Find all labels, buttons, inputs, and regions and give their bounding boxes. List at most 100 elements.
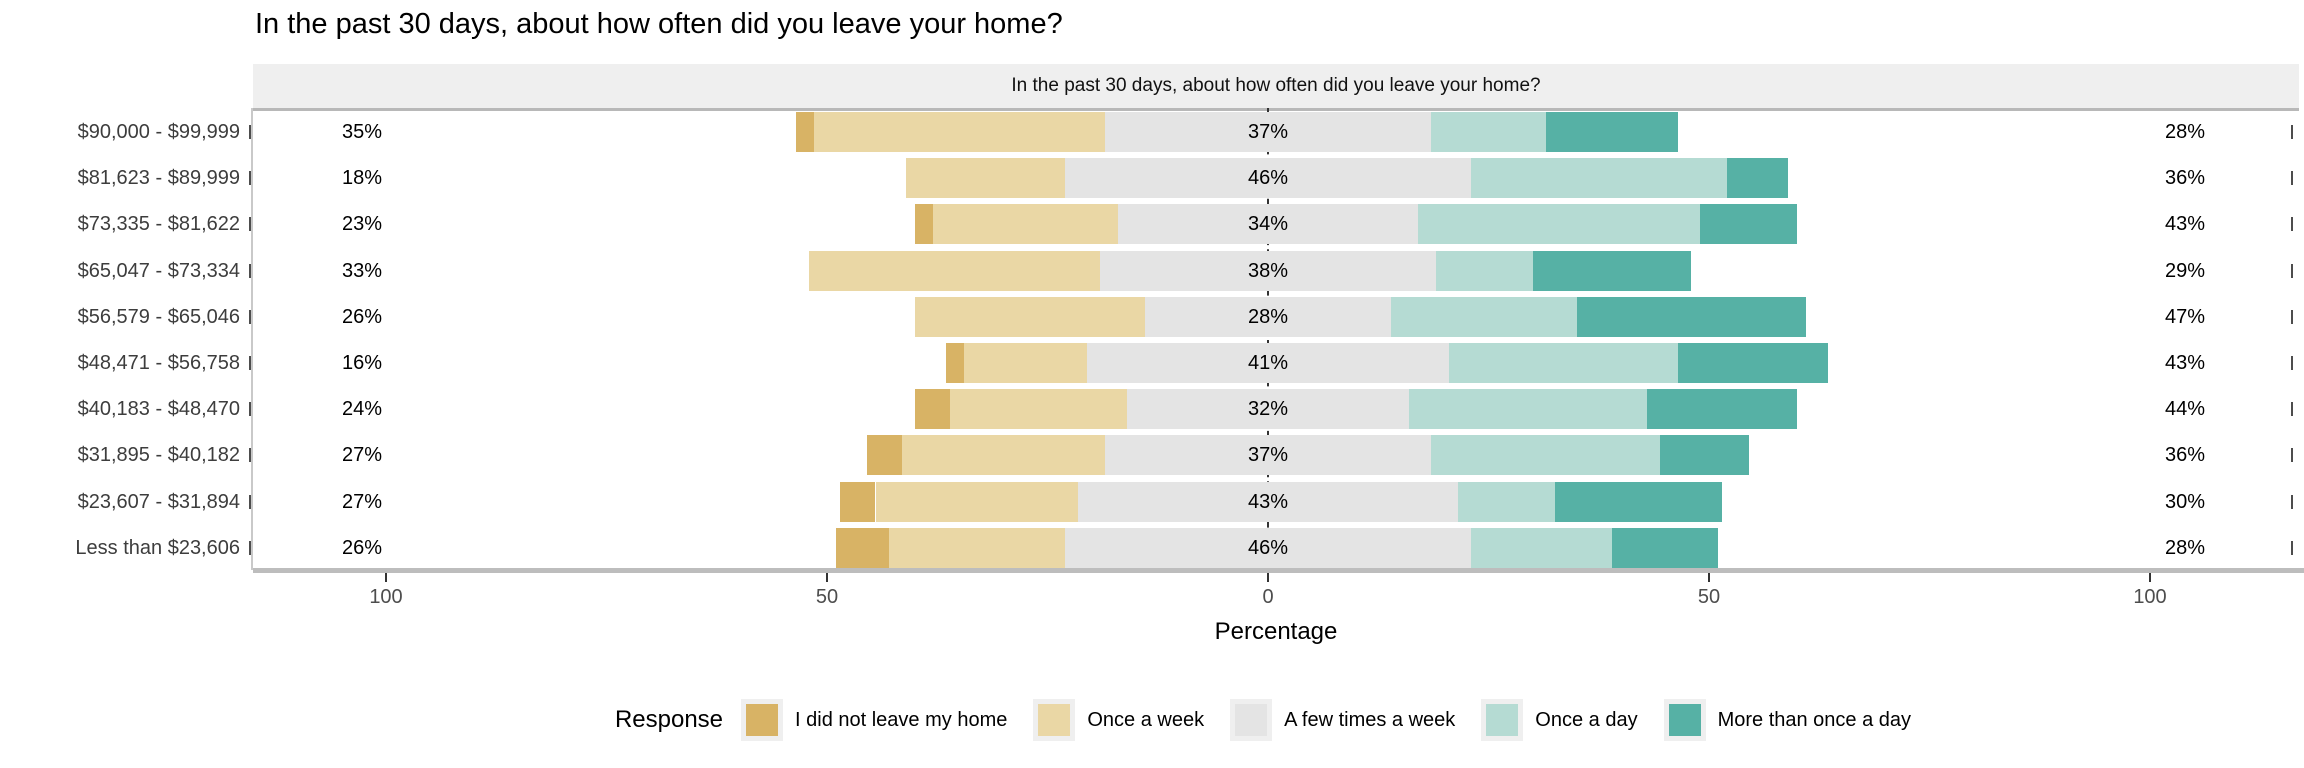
y-axis-tick-right xyxy=(2291,263,2293,278)
y-axis-line xyxy=(251,108,253,570)
x-axis-tick-label: 100 xyxy=(369,586,403,608)
x-axis-tick xyxy=(1267,573,1269,582)
y-axis-tick-right xyxy=(2291,217,2293,232)
legend-swatch xyxy=(1486,704,1519,736)
right-percent-label: 30% xyxy=(2164,490,2206,513)
bar-segment xyxy=(1431,112,1546,152)
y-axis-tick-left xyxy=(249,309,251,324)
legend-swatch xyxy=(746,704,779,736)
bar-segment xyxy=(1431,435,1661,476)
legend-item: Once a week xyxy=(1033,699,1204,741)
bar-segment xyxy=(1576,296,1806,337)
y-axis-label: $56,579 - $65,046 xyxy=(77,305,240,328)
center-percent-label: 32% xyxy=(1247,398,1289,421)
bar-segment xyxy=(1660,435,1749,476)
right-percent-label: 29% xyxy=(2164,259,2206,282)
left-percent-label: 26% xyxy=(341,536,383,559)
y-axis-tick-right xyxy=(2291,494,2293,509)
bar-segment xyxy=(963,343,1088,383)
y-axis-tick-left xyxy=(249,356,251,370)
bar-segment xyxy=(906,158,1066,199)
legend-key xyxy=(741,699,784,741)
y-axis-tick-right xyxy=(2291,125,2293,139)
y-axis-tick-right xyxy=(2291,402,2293,417)
center-percent-label: 34% xyxy=(1247,213,1289,236)
bar-segment xyxy=(866,435,902,476)
left-percent-label: 26% xyxy=(341,305,383,328)
bar-segment xyxy=(950,389,1127,430)
bar-segment xyxy=(1065,527,1471,568)
bar-segment xyxy=(901,435,1105,476)
legend-key xyxy=(1033,699,1076,741)
x-axis-title: Percentage xyxy=(1214,618,1338,645)
left-percent-label: 23% xyxy=(341,213,383,236)
bar-segment xyxy=(1391,296,1577,337)
legend-label: A few times a week xyxy=(1284,708,1456,731)
bar-segment xyxy=(915,204,933,245)
y-axis-label: Less than $23,606 xyxy=(75,536,240,559)
legend-item: More than once a day xyxy=(1663,699,1912,741)
y-axis-tick-left xyxy=(249,402,251,417)
x-axis-tick-label: 100 xyxy=(2133,586,2167,608)
x-axis-tick-label: 0 xyxy=(1262,586,1274,608)
facet-strip-title: In the past 30 days, about how often did… xyxy=(1011,75,1541,96)
bar-segment xyxy=(915,296,1145,337)
y-axis-label: $73,335 - $81,622 xyxy=(77,213,240,236)
legend-title: Response xyxy=(614,706,724,733)
bar-segment xyxy=(1087,343,1449,383)
y-axis-tick-right xyxy=(2291,356,2293,370)
y-axis-tick-left xyxy=(249,263,251,278)
bar-segment xyxy=(835,527,889,568)
legend: Response I did not leave my home Once a w… xyxy=(253,694,2299,746)
legend-item: I did not leave my home xyxy=(741,699,1007,741)
bar-segment xyxy=(932,204,1119,245)
bar-segment xyxy=(1104,435,1432,476)
bar-segment xyxy=(1470,527,1612,568)
bar-segment xyxy=(813,112,1105,152)
center-percent-label: 28% xyxy=(1247,305,1289,328)
bar-segment xyxy=(1409,389,1648,430)
bar-segment xyxy=(1078,481,1458,522)
left-percent-label: 18% xyxy=(341,167,383,190)
y-axis-tick-right xyxy=(2291,309,2293,324)
legend-swatch xyxy=(1235,704,1268,736)
center-percent-label: 41% xyxy=(1247,352,1289,374)
bar-segment xyxy=(840,481,876,522)
y-axis-label: $40,183 - $48,470 xyxy=(77,398,240,421)
bar-segment xyxy=(1470,158,1727,199)
x-axis-tick xyxy=(385,573,387,582)
legend-item: Once a day xyxy=(1481,699,1638,741)
legend-key xyxy=(1230,699,1273,741)
left-percent-label: 27% xyxy=(341,444,383,467)
center-percent-label: 37% xyxy=(1247,121,1289,143)
y-axis-label: $90,000 - $99,999 xyxy=(77,121,240,143)
bar-segment xyxy=(888,527,1066,568)
bar-segment xyxy=(1457,481,1555,522)
x-axis-tick-label: 50 xyxy=(1697,586,1721,608)
legend-label: I did not leave my home xyxy=(795,708,1008,731)
bar-segment xyxy=(1100,250,1436,291)
bar-segment xyxy=(1554,481,1723,522)
legend-item: A few times a week xyxy=(1230,699,1455,741)
x-axis-line xyxy=(253,568,2304,573)
bar-segment xyxy=(1726,158,1789,199)
y-axis-tick-left xyxy=(249,494,251,509)
legend-label: Once a week xyxy=(1087,708,1205,731)
bar-segment xyxy=(946,343,964,383)
y-axis-tick-left xyxy=(249,217,251,232)
bar-segment xyxy=(1144,296,1392,337)
y-axis-tick-left xyxy=(249,540,251,555)
bar-segment xyxy=(1435,250,1533,291)
y-axis-label: $81,623 - $89,999 xyxy=(77,167,240,190)
right-percent-label: 36% xyxy=(2164,167,2206,190)
bar-segment xyxy=(809,250,1101,291)
legend-label: More than once a day xyxy=(1717,708,1912,731)
left-percent-label: 35% xyxy=(341,121,383,143)
left-percent-label: 24% xyxy=(341,398,383,421)
right-percent-label: 43% xyxy=(2164,352,2206,374)
legend-key xyxy=(1663,699,1706,741)
right-percent-label: 47% xyxy=(2164,305,2206,328)
center-percent-label: 46% xyxy=(1247,167,1289,190)
zero-dashed-line xyxy=(1267,108,1269,568)
x-axis-tick xyxy=(2149,573,2151,582)
